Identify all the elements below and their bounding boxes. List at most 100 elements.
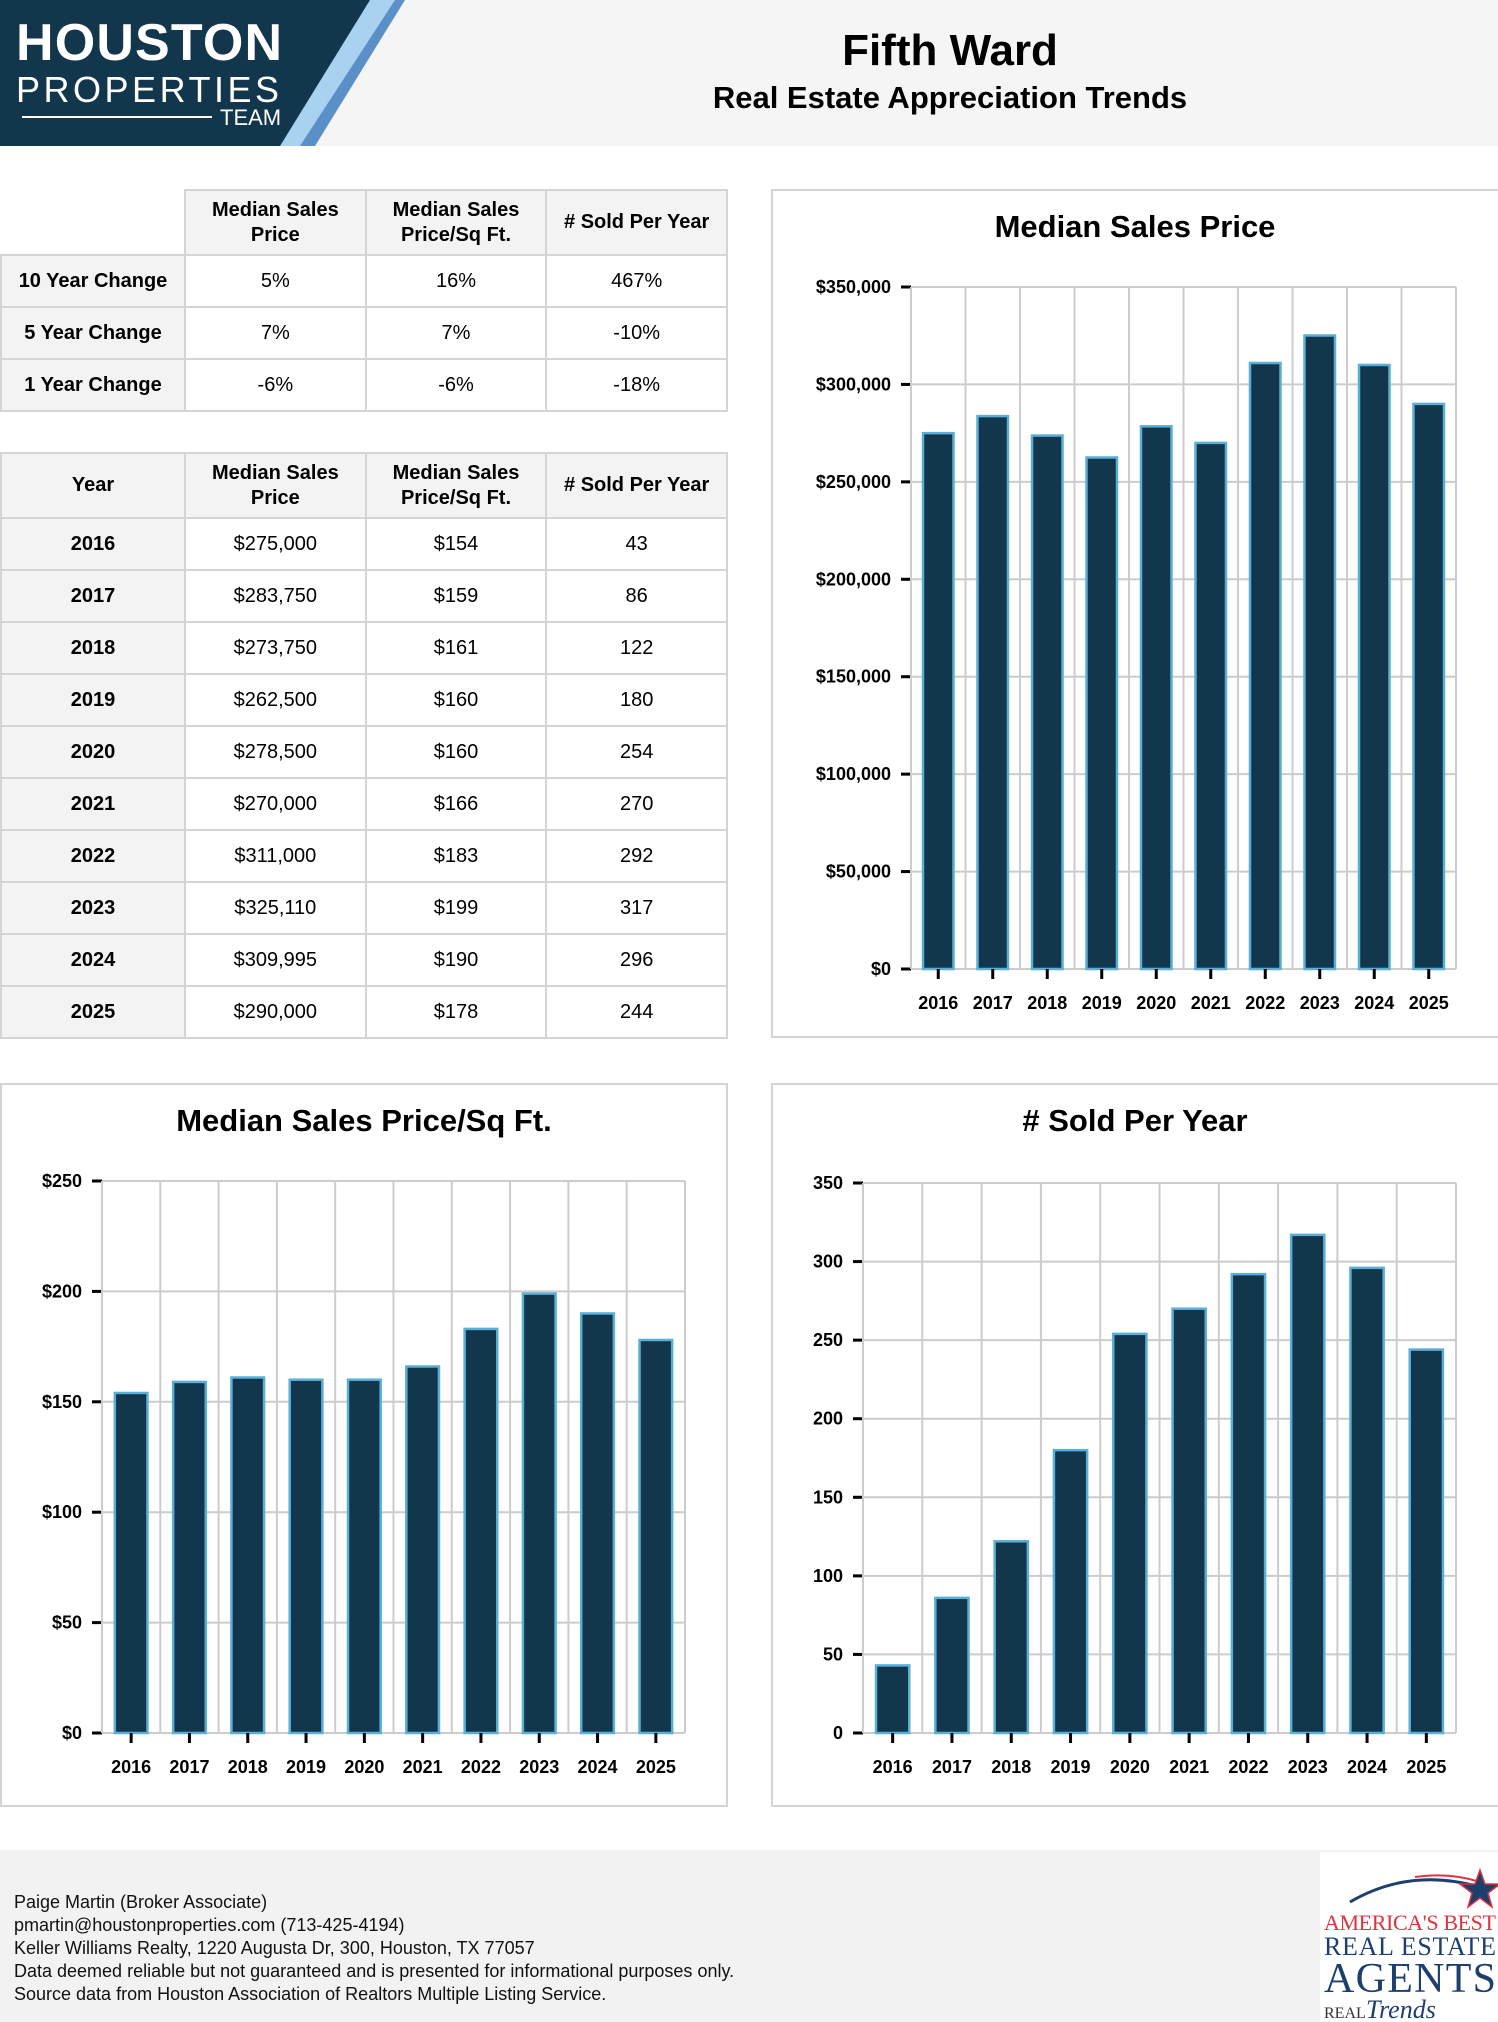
y-tick-label: $50,000 [826,862,891,882]
x-tick-label: 2025 [1409,993,1449,1013]
x-tick-label: 2017 [973,993,1013,1013]
cell: 254 [545,725,728,779]
y-tick-label: 350 [813,1173,843,1193]
y-tick-label: $150,000 [816,667,891,687]
col-header: Median Sales Price/Sq Ft. [364,452,548,519]
row-year: 2018 [0,621,186,675]
cell: -18% [545,358,728,412]
row-label: 10 Year Change [0,254,186,308]
bar-2022 [1230,1272,1267,1735]
bar-2023 [1289,1233,1326,1735]
x-tick-label: 2022 [461,1757,501,1777]
table-row: 2021 $270,000 $166 270 [0,777,728,831]
cell: 292 [545,829,728,883]
row-label: 5 Year Change [0,306,186,360]
table-row: 1 Year Change -6% -6% -18% [0,358,728,412]
cell: $159 [364,569,548,623]
cell: $199 [364,881,548,935]
y-tick-label: $250 [42,1171,82,1191]
x-tick-label: 2022 [1245,993,1285,1013]
cell: $278,500 [184,725,367,779]
agent-address: Keller Williams Realty, 1220 Augusta Dr,… [14,1938,535,1958]
cell: -10% [545,306,728,360]
disclaimer: Data deemed reliable but not guaranteed … [14,1961,735,1981]
row-year: 2022 [0,829,186,883]
bar-2022 [463,1327,499,1735]
row-year: 2024 [0,933,186,987]
col-header: Median Sales Price/Sq Ft. [364,189,548,256]
bar-2018 [993,1540,1030,1735]
bar-2020 [1111,1332,1148,1735]
cell: $309,995 [184,933,367,987]
x-tick-label: 2024 [1354,993,1394,1013]
cell: 5% [184,254,367,308]
chart-title: Median Sales Price/Sq Ft. [176,1103,552,1138]
bar-2021 [1194,441,1228,971]
bar-2024 [1357,363,1391,971]
bar-2018 [1030,434,1064,971]
table-row: 2019 $262,500 $160 180 [0,673,728,727]
cell: -6% [184,358,367,412]
x-tick-label: 2016 [918,993,958,1013]
row-year: 2025 [0,985,186,1039]
chart-sold-per-year: # Sold Per Year 0 50 100 150 200 250 300 350 201… [771,1083,1498,1807]
svg-text:HOUSTON: HOUSTON [16,14,282,72]
page-title: Fifth Ward [842,26,1058,75]
x-tick-label: 2021 [1169,1757,1209,1777]
y-tick-label: $250,000 [816,472,891,492]
bar-2016 [921,431,955,971]
col-header: # Sold Per Year [545,452,728,519]
cell: $275,000 [184,517,367,571]
bar-2023 [521,1292,557,1735]
x-tick-label: 2022 [1228,1757,1268,1777]
x-tick-label: 2025 [1406,1757,1446,1777]
bar-2017 [171,1380,208,1735]
y-tick-label: 50 [823,1644,843,1664]
table-row: 2024 $309,995 $190 296 [0,933,728,987]
x-tick-label: 2019 [286,1757,326,1777]
data-source: Source data from Houston Association of … [14,1984,607,2004]
bar-2018 [230,1376,266,1735]
svg-text:Trends: Trends [1366,1995,1436,2022]
bar-2016 [874,1664,911,1735]
row-year: 2020 [0,725,186,779]
y-tick-label: $350,000 [816,277,891,297]
cell: $178 [364,985,548,1039]
x-tick-label: 2020 [1110,1757,1150,1777]
cell: 467% [545,254,728,308]
cell: -6% [364,358,548,412]
americas-best-agents-logo: AMERICA'S BEST REAL ESTATE AGENTS REAL T… [1320,1852,1498,2022]
page-subtitle: Real Estate Appreciation Trends [712,80,1188,115]
cell: 43 [545,517,728,571]
bar-2020 [346,1378,382,1735]
cell: $160 [364,673,548,727]
cell: $273,750 [184,621,367,675]
cell: $325,110 [184,881,367,935]
y-tick-label: $100,000 [816,764,891,784]
y-tick-label: $200 [42,1281,82,1301]
y-tick-label: $100 [42,1502,82,1522]
bar-2017 [976,414,1010,971]
table-row: 5 Year Change 7% 7% -10% [0,306,728,360]
svg-text:AGENTS: AGENTS [1324,1956,1496,2002]
change-table: Median Sales Price Median Sales Price/Sq… [0,189,728,412]
x-tick-label: 2019 [1051,1757,1091,1777]
agent-contact: pmartin@houstonproperties.com (713-425-4… [14,1915,405,1935]
x-tick-label: 2016 [873,1757,913,1777]
cell: 86 [545,569,728,623]
cell: 7% [364,306,548,360]
row-label: 1 Year Change [0,358,186,412]
chart-median-price-sqft: Median Sales Price/Sq Ft. $0 $50 $100 $150 $… [0,1083,728,1807]
y-tick-label: 100 [813,1566,843,1586]
chart-title: Median Sales Price [994,209,1276,244]
cell: $262,500 [184,673,367,727]
houston-properties-logo: HOUSTON PROPERTIES TEAM [0,0,405,146]
table-row: 2016 $275,000 $154 43 [0,517,728,571]
row-year: 2016 [0,517,186,571]
svg-text:PROPERTIES: PROPERTIES [16,69,282,110]
x-tick-label: 2018 [228,1757,268,1777]
x-tick-label: 2024 [578,1757,618,1777]
cell: 122 [545,621,728,675]
cell: 270 [545,777,728,831]
x-tick-label: 2018 [991,1757,1031,1777]
